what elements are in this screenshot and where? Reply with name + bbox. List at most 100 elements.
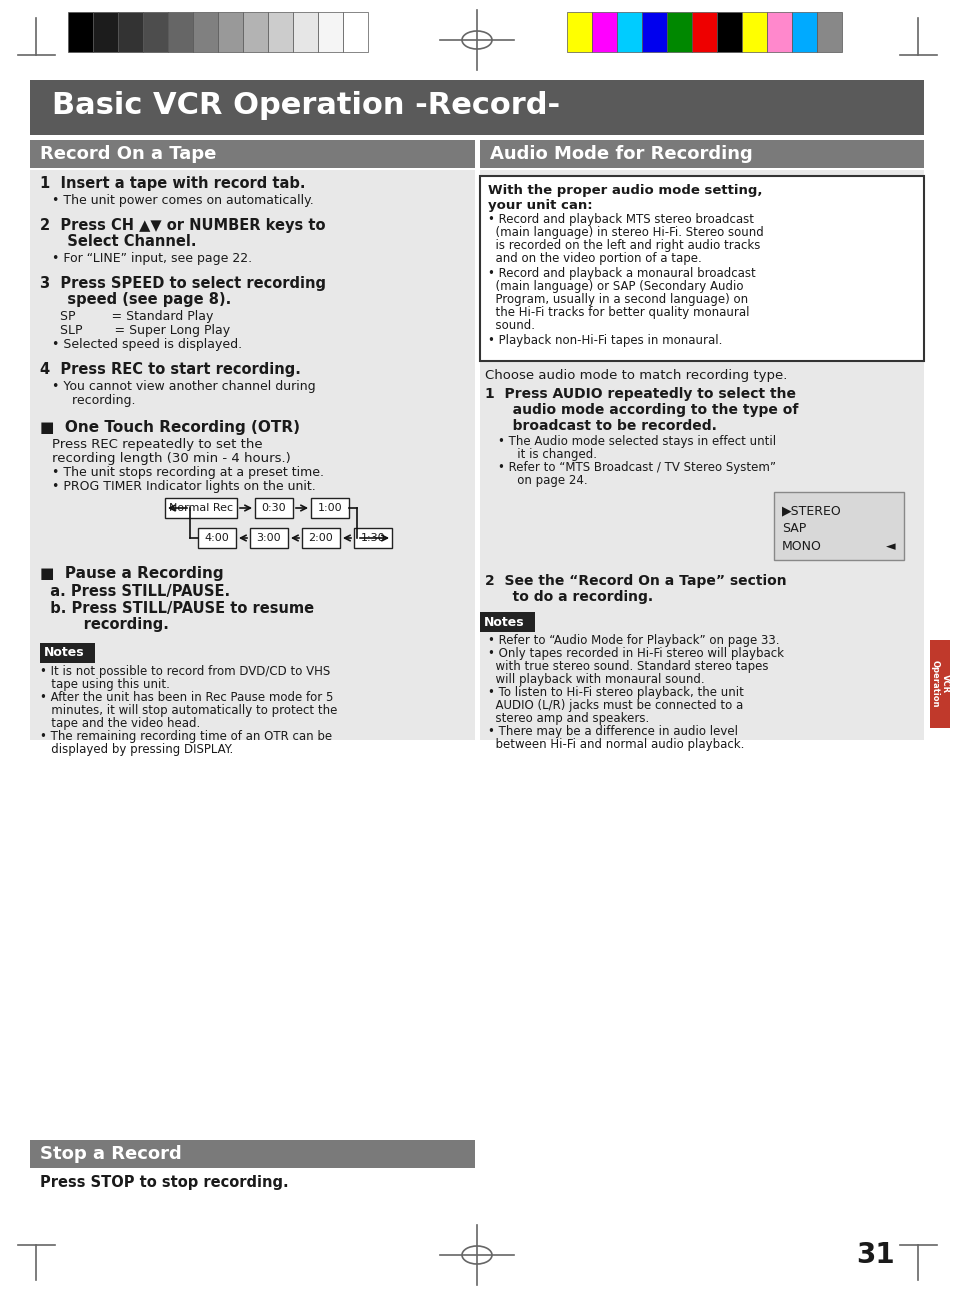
Bar <box>311 498 349 518</box>
Text: audio mode according to the type of: audio mode according to the type of <box>497 402 798 417</box>
Text: 1  Insert a tape with record tab.: 1 Insert a tape with record tab. <box>40 176 305 192</box>
Text: with true stereo sound. Standard stereo tapes: with true stereo sound. Standard stereo … <box>488 660 768 673</box>
Text: broadcast to be recorded.: broadcast to be recorded. <box>497 419 716 433</box>
Text: • Refer to “Audio Mode for Playback” on page 33.: • Refer to “Audio Mode for Playback” on … <box>488 634 779 647</box>
Text: ▶STEREO: ▶STEREO <box>781 503 841 518</box>
Text: recording.: recording. <box>58 617 169 631</box>
Bar <box>741 12 766 52</box>
Text: Choose audio mode to match recording type.: Choose audio mode to match recording typ… <box>484 369 786 382</box>
Bar <box>766 12 791 52</box>
Text: • You cannot view another channel during: • You cannot view another channel during <box>52 380 315 393</box>
Bar <box>717 12 741 52</box>
Bar <box>143 12 168 52</box>
Text: tape and the video head.: tape and the video head. <box>40 717 200 730</box>
Text: ◄: ◄ <box>885 540 895 553</box>
Text: • For “LINE” input, see page 22.: • For “LINE” input, see page 22. <box>52 252 252 265</box>
Text: 1  Press AUDIO repeatedly to select the: 1 Press AUDIO repeatedly to select the <box>484 387 795 401</box>
Text: ■  Pause a Recording: ■ Pause a Recording <box>40 565 223 581</box>
Text: MONO: MONO <box>781 540 821 553</box>
Text: • Playback non-Hi-Fi tapes in monaural.: • Playback non-Hi-Fi tapes in monaural. <box>488 334 721 347</box>
Text: • Record and playback MTS stereo broadcast: • Record and playback MTS stereo broadca… <box>488 214 753 226</box>
Bar <box>168 12 193 52</box>
Bar <box>268 12 293 52</box>
Bar <box>317 12 343 52</box>
Text: and on the video portion of a tape.: and on the video portion of a tape. <box>488 252 701 265</box>
Text: Select Channel.: Select Channel. <box>52 234 196 248</box>
Bar <box>479 140 923 168</box>
Text: 2  See the “Record On a Tape” section: 2 See the “Record On a Tape” section <box>484 575 786 587</box>
Text: Normal Rec: Normal Rec <box>169 503 233 512</box>
Text: between Hi-Fi and normal audio playback.: between Hi-Fi and normal audio playback. <box>488 738 743 751</box>
Bar <box>243 12 268 52</box>
Text: • The unit stops recording at a preset time.: • The unit stops recording at a preset t… <box>52 466 324 479</box>
Text: 1:30: 1:30 <box>360 533 385 543</box>
Text: AUDIO (L/R) jacks must be connected to a: AUDIO (L/R) jacks must be connected to a <box>488 699 742 712</box>
Bar <box>198 528 235 547</box>
Text: 4  Press REC to start recording.: 4 Press REC to start recording. <box>40 362 300 377</box>
Text: • The remaining recording time of an OTR can be: • The remaining recording time of an OTR… <box>40 730 332 743</box>
Text: • PROG TIMER Indicator lights on the unit.: • PROG TIMER Indicator lights on the uni… <box>52 480 315 493</box>
Text: Stop a Record: Stop a Record <box>40 1145 182 1163</box>
Bar <box>343 12 368 52</box>
Text: will playback with monaural sound.: will playback with monaural sound. <box>488 673 704 686</box>
Text: • Selected speed is displayed.: • Selected speed is displayed. <box>52 338 242 351</box>
Text: 1:00: 1:00 <box>317 503 342 512</box>
Text: • There may be a difference in audio level: • There may be a difference in audio lev… <box>488 725 738 738</box>
Text: SLP        = Super Long Play: SLP = Super Long Play <box>60 324 230 336</box>
Text: • After the unit has been in Rec Pause mode for 5: • After the unit has been in Rec Pause m… <box>40 691 333 704</box>
Text: Audio Mode for Recording: Audio Mode for Recording <box>490 145 752 163</box>
Text: it is changed.: it is changed. <box>505 448 597 461</box>
Text: a. Press STILL/PAUSE.: a. Press STILL/PAUSE. <box>40 584 230 599</box>
Bar <box>479 176 923 361</box>
Bar <box>617 12 641 52</box>
Text: 0:30: 0:30 <box>261 503 286 512</box>
Bar <box>929 641 949 729</box>
Bar <box>691 12 717 52</box>
Bar <box>479 612 535 631</box>
Text: the Hi-Fi tracks for better quality monaural: the Hi-Fi tracks for better quality mona… <box>488 305 749 320</box>
Text: 4:00: 4:00 <box>204 533 229 543</box>
Bar <box>250 528 288 547</box>
Text: Basic VCR Operation -Record-: Basic VCR Operation -Record- <box>52 91 559 120</box>
Text: 31: 31 <box>856 1241 894 1269</box>
Bar <box>30 170 475 740</box>
Text: sound.: sound. <box>488 320 535 333</box>
Bar <box>566 12 592 52</box>
Text: Record On a Tape: Record On a Tape <box>40 145 216 163</box>
Text: recording.: recording. <box>60 393 135 408</box>
Text: b. Press STILL/PAUSE to resume: b. Press STILL/PAUSE to resume <box>40 600 314 616</box>
Text: (main language) in stereo Hi-Fi. Stereo sound: (main language) in stereo Hi-Fi. Stereo … <box>488 226 763 239</box>
Bar <box>193 12 218 52</box>
Text: • The unit power comes on automatically.: • The unit power comes on automatically. <box>52 194 314 207</box>
Bar <box>666 12 691 52</box>
Text: SP         = Standard Play: SP = Standard Play <box>60 311 213 324</box>
Text: 3:00: 3:00 <box>256 533 281 543</box>
Bar <box>592 12 617 52</box>
Text: your unit can:: your unit can: <box>488 199 592 212</box>
Text: With the proper audio mode setting,: With the proper audio mode setting, <box>488 184 761 197</box>
Text: • To listen to Hi-Fi stereo playback, the unit: • To listen to Hi-Fi stereo playback, th… <box>488 686 743 699</box>
Bar <box>479 170 923 740</box>
Text: • The Audio mode selected stays in effect until: • The Audio mode selected stays in effec… <box>497 435 776 448</box>
Bar <box>354 528 392 547</box>
Text: on page 24.: on page 24. <box>505 474 587 487</box>
Text: SAP: SAP <box>781 521 805 534</box>
Text: Program, usually in a second language) on: Program, usually in a second language) o… <box>488 292 747 305</box>
Text: VCR
Operation: VCR Operation <box>929 660 948 708</box>
Bar <box>165 498 236 518</box>
Text: recording length (30 min - 4 hours.): recording length (30 min - 4 hours.) <box>52 452 291 465</box>
Text: displayed by pressing DISPLAY.: displayed by pressing DISPLAY. <box>40 743 233 756</box>
Bar <box>30 80 923 135</box>
Bar <box>254 498 293 518</box>
Bar <box>773 492 903 560</box>
Text: 2:00: 2:00 <box>309 533 333 543</box>
Text: Notes: Notes <box>44 647 85 660</box>
Text: • It is not possible to record from DVD/CD to VHS: • It is not possible to record from DVD/… <box>40 665 330 678</box>
Bar <box>30 1140 475 1168</box>
Text: Notes: Notes <box>483 616 524 629</box>
Text: stereo amp and speakers.: stereo amp and speakers. <box>488 712 649 725</box>
Text: to do a recording.: to do a recording. <box>497 590 653 604</box>
Bar <box>68 12 92 52</box>
Text: Press STOP to stop recording.: Press STOP to stop recording. <box>40 1175 289 1190</box>
Bar <box>816 12 841 52</box>
